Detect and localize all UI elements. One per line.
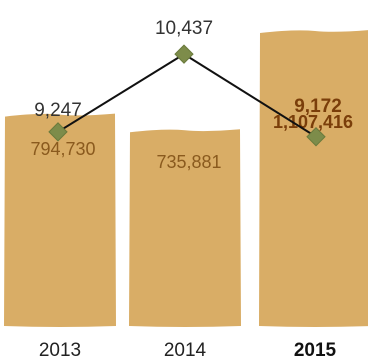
line-segment	[57, 53, 185, 133]
bar-2013	[4, 113, 116, 327]
x-tick-label: 2014	[164, 340, 207, 361]
line-value-label: 10,437	[155, 18, 213, 39]
bar-value-label: 735,881	[156, 152, 221, 172]
x-tick-label: 2013	[39, 340, 81, 361]
bar-series: 794,730 735,881 1,107,416	[4, 30, 368, 327]
x-tick-label: 2015	[294, 340, 337, 361]
line-series: 9,247 10,437 9,172	[34, 18, 342, 147]
bar-2015	[259, 30, 368, 327]
line-point-2015	[306, 127, 326, 147]
line-value-label: 9,247	[34, 100, 82, 121]
line-point-2013	[48, 122, 68, 142]
line-segment	[183, 53, 317, 138]
bar-2014	[129, 129, 241, 327]
x-axis: 2013 2014 2015	[39, 340, 337, 361]
line-point-2014	[174, 44, 194, 64]
bar-value-label: 794,730	[30, 139, 95, 159]
line-value-label: 9,172	[294, 96, 342, 117]
bar-value-label: 1,107,416	[273, 112, 353, 132]
